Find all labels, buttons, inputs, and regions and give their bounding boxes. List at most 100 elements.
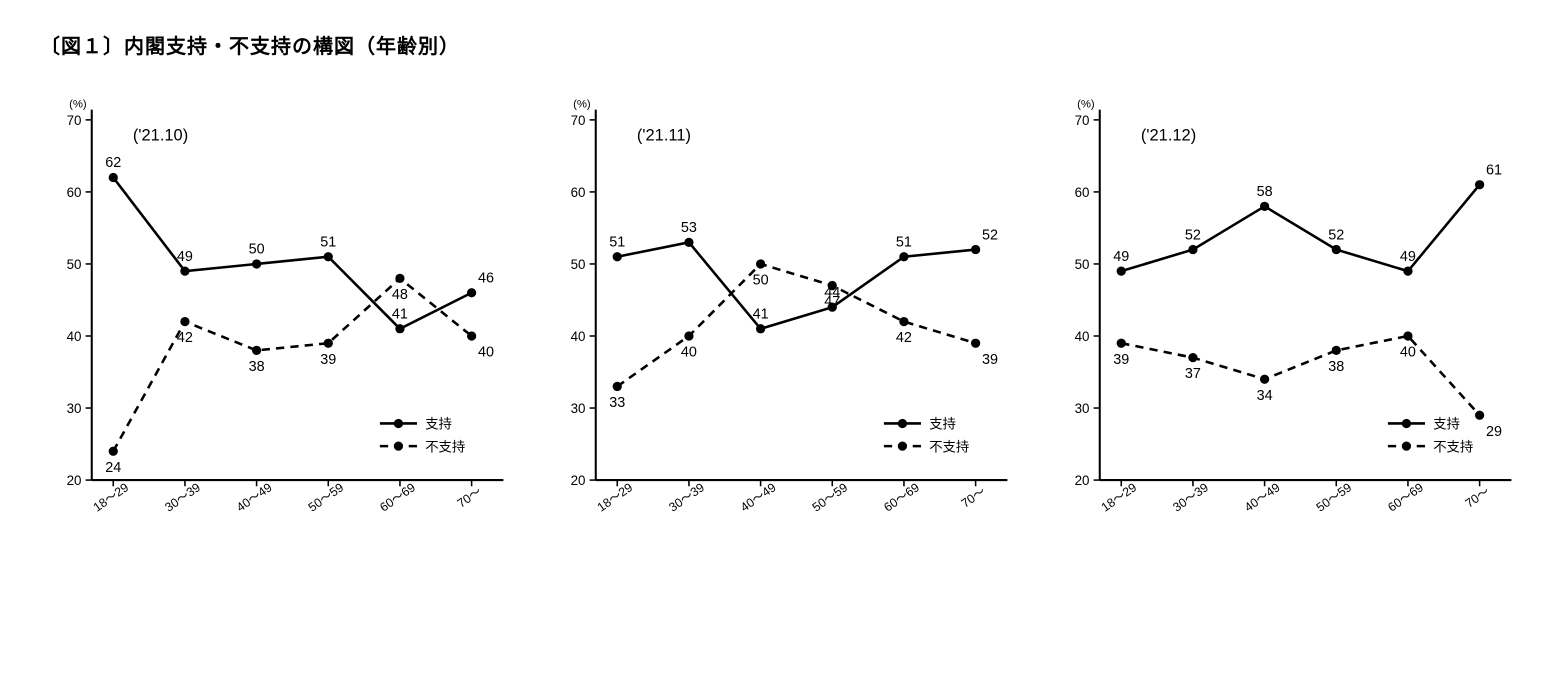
oppose-marker xyxy=(1188,353,1197,362)
y-tick-label: 20 xyxy=(1075,473,1090,488)
oppose-marker xyxy=(395,274,404,283)
support-value-label: 51 xyxy=(609,234,625,250)
support-marker xyxy=(324,252,333,261)
support-value-label: 49 xyxy=(177,249,193,265)
support-value-label: 41 xyxy=(392,306,408,322)
panel-subtitle: ('21.12) xyxy=(1141,126,1196,144)
x-tick-label: 18～29 xyxy=(595,480,636,514)
support-value-label: 52 xyxy=(1185,227,1201,243)
y-tick-label: 60 xyxy=(571,185,586,200)
y-tick-label: 60 xyxy=(1075,185,1090,200)
y-tick-label: 50 xyxy=(571,257,586,272)
x-tick-label: 70～ xyxy=(455,484,484,510)
oppose-marker xyxy=(684,331,693,340)
support-value-label: 49 xyxy=(1113,249,1129,265)
support-marker xyxy=(1260,202,1269,211)
oppose-marker xyxy=(109,447,118,456)
x-tick-label: 18～29 xyxy=(1099,480,1140,514)
support-value-label: 50 xyxy=(249,242,265,258)
oppose-value-label: 24 xyxy=(105,460,121,476)
oppose-marker xyxy=(324,339,333,348)
chart-panel-1: 203040506070(%)('21.11)18～2930～3940～4950… xyxy=(534,89,1028,562)
oppose-marker xyxy=(1475,411,1484,420)
x-tick-label: 60～69 xyxy=(1385,480,1426,514)
oppose-value-label: 47 xyxy=(824,294,840,310)
oppose-marker xyxy=(1117,339,1126,348)
legend: 支持不支持 xyxy=(884,417,969,455)
oppose-value-label: 40 xyxy=(478,345,494,361)
support-marker xyxy=(109,173,118,182)
oppose-marker xyxy=(828,281,837,290)
support-value-label: 52 xyxy=(1328,227,1344,243)
x-tick-label: 70～ xyxy=(1463,484,1492,510)
charts-row: 20 30 40 50 60 70 (%) ('21.10) 18～29 30～39 40～49 50… xyxy=(30,89,1532,562)
oppose-value-label: 42 xyxy=(177,330,193,346)
y-tick-label: 30 xyxy=(571,401,586,416)
support-marker xyxy=(1332,245,1341,254)
oppose-value-label: 39 xyxy=(320,352,336,368)
legend-support: 支持 xyxy=(1433,417,1460,432)
chart-1: 203040506070(%)('21.11)18～2930～3940～4950… xyxy=(534,89,1028,562)
legend: 支持不支持 xyxy=(1388,417,1473,455)
y-tick-label: 20 xyxy=(571,473,586,488)
oppose-line xyxy=(617,264,975,386)
oppose-marker xyxy=(180,317,189,326)
support-marker xyxy=(613,252,622,261)
support-value-label: 61 xyxy=(1486,162,1502,178)
support-value-label: 46 xyxy=(478,270,494,286)
oppose-line xyxy=(1121,336,1479,415)
x-tick-label: 30～39 xyxy=(1170,480,1211,514)
support-marker xyxy=(971,245,980,254)
panel-subtitle: ('21.10) xyxy=(133,126,188,144)
x-tick-label: 40～49 xyxy=(1242,480,1283,514)
support-value-label: 58 xyxy=(1257,184,1273,200)
oppose-value-label: 33 xyxy=(609,395,625,411)
support-value-label: 52 xyxy=(982,227,998,243)
y-tick-label: 70 xyxy=(1075,113,1090,128)
unit-label: (%) xyxy=(573,99,591,111)
support-marker xyxy=(684,238,693,247)
x-tick-label: 40～49 xyxy=(738,480,779,514)
oppose-marker xyxy=(613,382,622,391)
legend: 支持不支持 xyxy=(380,417,465,455)
oppose-marker xyxy=(1332,346,1341,355)
oppose-marker xyxy=(971,339,980,348)
y-tick-label: 30 xyxy=(67,401,82,416)
chart-panel-2: 203040506070(%)('21.12)18～2930～3940～4950… xyxy=(1038,89,1532,562)
chart-panel-0: 203040506070(%)('21.10)18～2930～3940～4950… xyxy=(30,89,524,562)
oppose-value-label: 34 xyxy=(1257,388,1273,404)
oppose-value-label: 29 xyxy=(1486,424,1502,440)
x-tick-label: 50～59 xyxy=(810,480,851,514)
unit-label: (%) xyxy=(1077,99,1095,111)
x-tick-label: 60～69 xyxy=(377,480,418,514)
y-tick-label: 50 xyxy=(67,257,82,272)
support-value-label: 51 xyxy=(896,234,912,250)
oppose-value-label: 48 xyxy=(392,287,408,303)
y-tick-label: 50 xyxy=(1075,257,1090,272)
y-tick-label: 70 xyxy=(67,113,82,128)
support-marker xyxy=(1117,267,1126,276)
y-tick-label: 40 xyxy=(571,329,586,344)
support-line xyxy=(617,242,975,328)
y-tick-label: 60 xyxy=(67,185,82,200)
oppose-value-label: 37 xyxy=(1185,366,1201,382)
support-marker xyxy=(252,259,261,268)
oppose-value-label: 38 xyxy=(249,359,265,375)
support-marker xyxy=(899,252,908,261)
x-tick-label: 30～39 xyxy=(162,480,203,514)
legend-oppose: 不支持 xyxy=(929,439,969,454)
support-marker xyxy=(1403,267,1412,276)
support-marker xyxy=(756,324,765,333)
oppose-value-label: 39 xyxy=(1113,352,1129,368)
y-tick-label: 30 xyxy=(1075,401,1090,416)
x-tick-label: 18～29 xyxy=(91,480,132,514)
support-value-label: 62 xyxy=(105,155,121,171)
x-tick-label: 40～49 xyxy=(234,480,275,514)
x-tick-label: 30～39 xyxy=(666,480,707,514)
y-tick-label: 20 xyxy=(67,473,82,488)
oppose-value-label: 50 xyxy=(753,273,769,289)
support-value-label: 53 xyxy=(681,220,697,236)
legend-oppose: 不支持 xyxy=(425,439,465,454)
oppose-value-label: 38 xyxy=(1328,359,1344,375)
oppose-marker xyxy=(1260,375,1269,384)
